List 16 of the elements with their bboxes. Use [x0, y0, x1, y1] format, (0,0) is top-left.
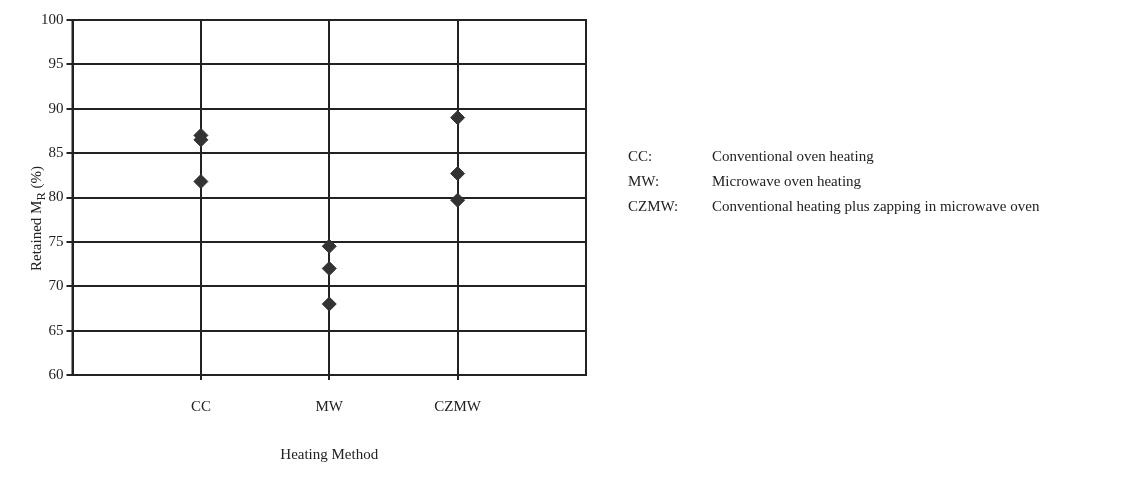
- y-tick-label: 80: [48, 188, 64, 205]
- x-tick-label: MW: [315, 397, 344, 414]
- y-tick-label: 60: [48, 365, 64, 382]
- x-tick-label: CC: [190, 397, 211, 414]
- y-tick-label: 75: [48, 232, 64, 249]
- x-tick-label: CZMW: [434, 397, 482, 414]
- text: CZMW: Conventional heating plus zapping in microwave oven: [628, 198, 1040, 214]
- y-tick-label: 95: [48, 55, 64, 72]
- y-tick-label: 90: [48, 99, 64, 116]
- y-tick-label: 70: [48, 277, 64, 294]
- text: CC: Conventional oven heating: [628, 148, 874, 164]
- text: MW: Microwave oven heating: [628, 173, 862, 189]
- x-axis-title: Heating Method: [280, 445, 379, 462]
- y-tick-label: 85: [48, 144, 64, 161]
- y-tick-label: 65: [48, 321, 64, 338]
- y-tick-label: 100: [41, 10, 64, 27]
